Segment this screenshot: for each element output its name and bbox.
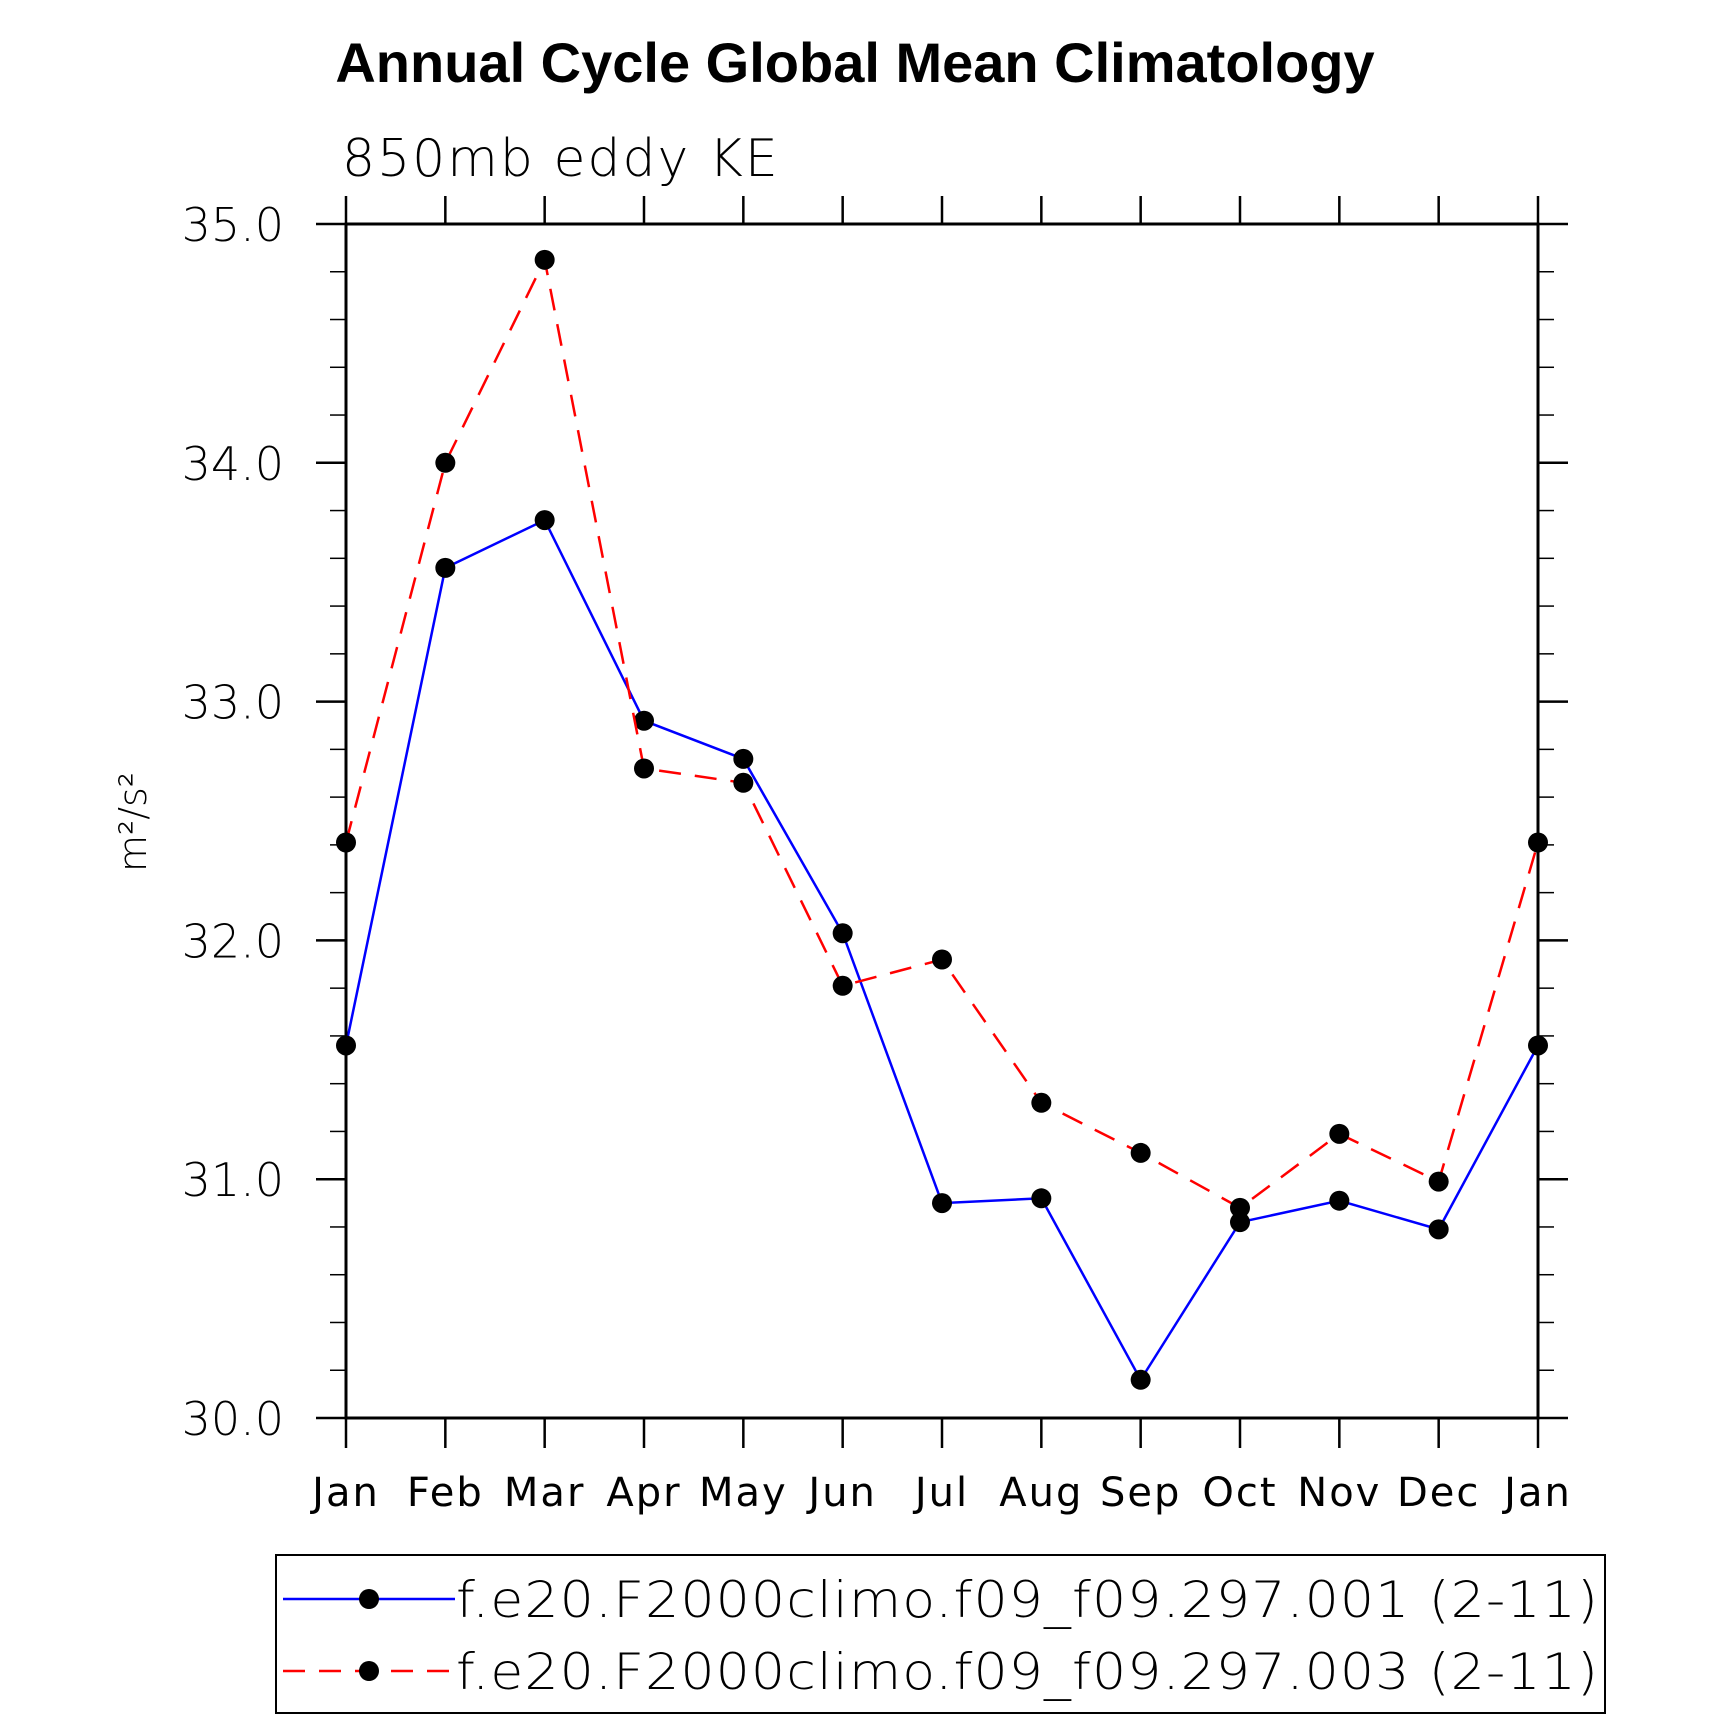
data-point xyxy=(1329,1190,1350,1211)
data-point xyxy=(534,510,555,531)
y-tick-labels: 30.0 31.0 32.0 33.0 34.0 35.0 xyxy=(182,198,284,1446)
data-point xyxy=(634,758,654,779)
data-point xyxy=(733,772,754,793)
data-point xyxy=(1230,1212,1250,1233)
data-point xyxy=(832,923,853,944)
y-tick-label: 30.0 xyxy=(182,1392,284,1446)
y-tick-label: 35.0 xyxy=(182,198,284,252)
y-tick-label: 33.0 xyxy=(182,676,284,730)
data-point xyxy=(1230,1197,1250,1218)
x-tick-label: Apr xyxy=(606,1470,681,1516)
legend-item: f.e20.F2000climo.f09_f09.297.001 (2-11) xyxy=(283,1571,1599,1629)
series-1 xyxy=(336,510,1548,1390)
x-tick-label: Dec xyxy=(1397,1470,1480,1516)
data-point xyxy=(1031,1092,1052,1113)
legend: f.e20.F2000climo.f09_f09.297.001 (2-11) f… xyxy=(275,1554,1606,1714)
series-line xyxy=(344,255,1540,1210)
series-layer xyxy=(336,249,1548,1390)
y-axis-label: m²/s² xyxy=(111,772,155,872)
x-tick-label: Mar xyxy=(504,1470,585,1516)
x-tick-label: Feb xyxy=(407,1470,484,1516)
data-point xyxy=(634,710,654,731)
x-tick-label: Jan xyxy=(1501,1470,1572,1516)
data-point xyxy=(1031,1188,1052,1209)
y-tick-label: 34.0 xyxy=(182,437,284,491)
data-point xyxy=(1428,1219,1449,1240)
legend-label: f.e20.F2000climo.f09_f09.297.001 (2-11) xyxy=(456,1571,1599,1629)
x-tick-label: Jul xyxy=(912,1470,969,1516)
legend-marker xyxy=(359,1589,379,1609)
x-tick-labels: Jan Feb Mar Apr May Jun Jul Aug Sep Oct Nov Dec Jan xyxy=(309,1470,1572,1516)
x-tick-label: May xyxy=(699,1470,788,1516)
data-point xyxy=(534,249,555,270)
legend-box xyxy=(275,1554,1606,1714)
chart-subtitle: 850mb eddy KE xyxy=(342,129,780,189)
data-point xyxy=(1329,1123,1350,1144)
legend-label: f.e20.F2000climo.f09_f09.297.003 (2-11) xyxy=(456,1643,1599,1701)
x-tick-label: Sep xyxy=(1100,1470,1181,1516)
x-tick-label: Jun xyxy=(805,1470,877,1516)
y-tick-label: 31.0 xyxy=(182,1153,284,1207)
legend-item: f.e20.F2000climo.f09_f09.297.003 (2-11) xyxy=(283,1643,1599,1701)
x-tick-label: Oct xyxy=(1202,1470,1277,1516)
data-point xyxy=(1428,1171,1449,1192)
data-point xyxy=(435,557,456,578)
x-tick-label: Aug xyxy=(999,1470,1083,1516)
data-point xyxy=(733,748,754,769)
chart-title: Annual Cycle Global Mean Climatology xyxy=(335,31,1374,94)
x-tick-label: Nov xyxy=(1297,1470,1381,1516)
data-point xyxy=(435,452,456,473)
data-point xyxy=(932,949,952,970)
data-point xyxy=(832,975,853,996)
y-tick-label: 32.0 xyxy=(182,914,284,968)
legend-marker xyxy=(359,1661,379,1681)
plot-frame xyxy=(344,222,1540,1420)
series-2 xyxy=(336,249,1548,1218)
data-point xyxy=(1130,1142,1151,1163)
data-point xyxy=(1130,1369,1151,1390)
x-tick-label: Jan xyxy=(309,1470,380,1516)
axis-ticks xyxy=(316,196,1568,1448)
data-point xyxy=(932,1193,952,1214)
